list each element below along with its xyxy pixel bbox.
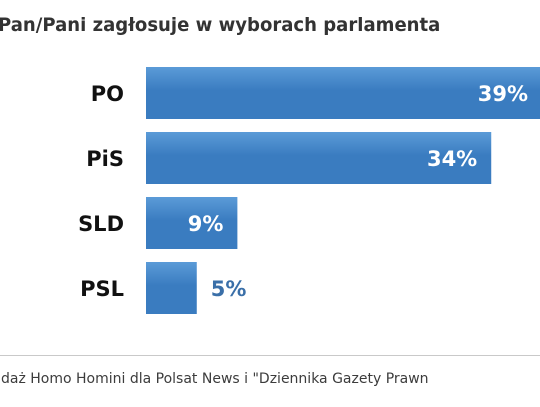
bar-psl	[146, 262, 197, 314]
bar-po	[146, 67, 540, 119]
value-label-psl: 5%	[211, 277, 247, 301]
bar-sld	[146, 197, 238, 249]
category-label-pis: PiS	[86, 147, 124, 171]
bars-group: PO 39% PiS 34% SLD 9% PSL 5%	[78, 67, 540, 314]
value-label-sld: 9%	[188, 212, 224, 236]
category-label-psl: PSL	[80, 277, 124, 301]
category-label-po: PO	[91, 82, 124, 106]
source-note: daż Homo Homini dla Polsat News i "Dzien…	[1, 371, 429, 387]
category-label-sld: SLD	[78, 212, 124, 236]
chart-title: Pan/Pani zagłosuje w wyborach parlamenta	[0, 14, 441, 36]
value-label-po: 39%	[478, 82, 528, 106]
value-label-pis: 34%	[427, 147, 477, 171]
bar-pis	[146, 132, 492, 184]
bar-chart: PO 39% PiS 34% SLD 9% PSL 5%	[78, 67, 540, 314]
divider	[0, 355, 540, 356]
